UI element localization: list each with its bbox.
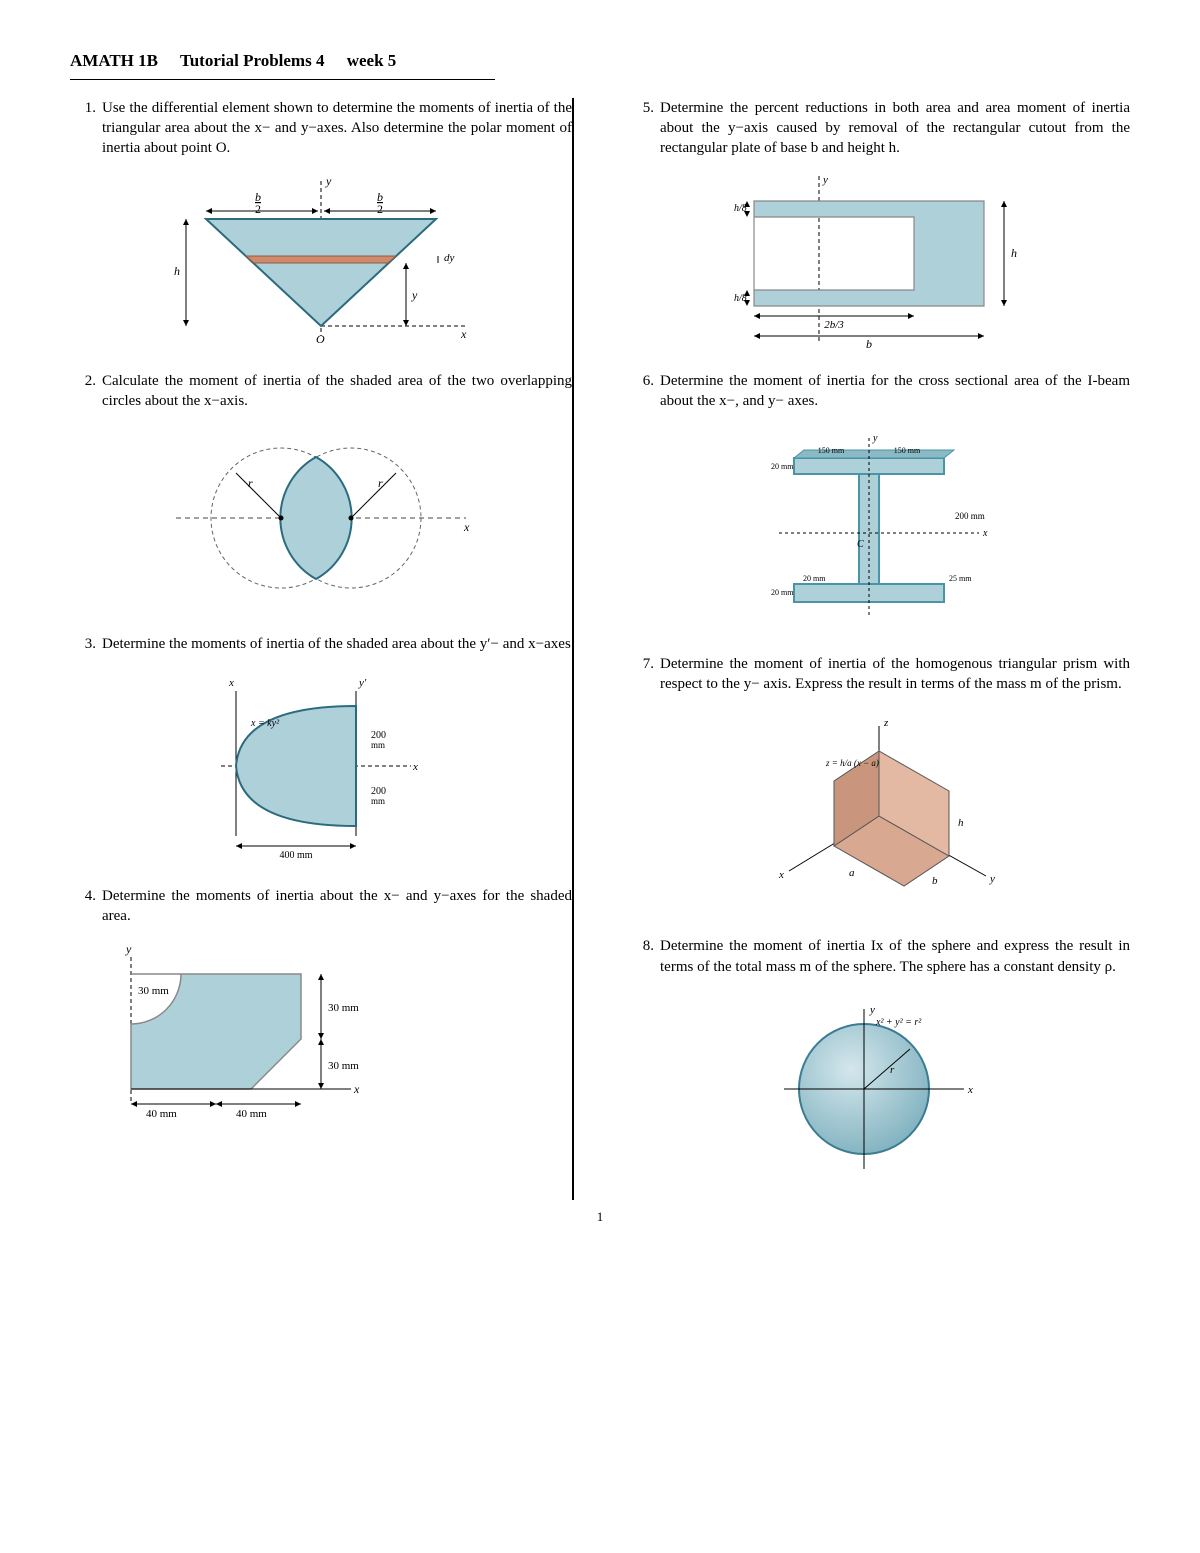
x-label: x [982,528,988,539]
figure-6: y x C 150 mm 150 mm 20 mm 200 mm 20 mm 2… [628,423,1130,639]
b-label: b [866,337,872,351]
dim-fw-right: 150 mm [894,446,921,455]
h-label: h [958,817,964,829]
course-code: AMATH 1B [70,51,158,70]
problem-number: 3. [70,634,102,654]
h-label: h [174,264,180,278]
problem-number: 6. [628,371,660,412]
r-left: r [248,476,253,490]
doc-title: Tutorial Problems 4 [180,51,325,70]
problem-2: 2. Calculate the moment of inertia of th… [70,371,572,412]
svg-text:2: 2 [377,202,383,216]
figure-7: z x y z = h/a (x − a) h a b [628,706,1130,922]
problem-text: Use the differential element shown to de… [102,98,572,159]
problem-text: Determine the moment of inertia of the h… [660,654,1130,695]
problem-text: Determine the moments of inertia of the … [102,634,572,654]
y-label: y [872,433,878,444]
problem-number: 2. [70,371,102,412]
problem-number: 4. [70,886,102,927]
problem-text: Determine the moment of inertia Ix of th… [660,936,1130,977]
svg-text:a: a [849,867,855,879]
svg-text:mm: mm [371,796,385,806]
dy-label: dy [444,252,455,264]
x-label: x [967,1084,973,1096]
problem-7: 7. Determine the moment of inertia of th… [628,654,1130,695]
y-label: y [869,1004,875,1016]
figure-1: y x b 2 b 2 h [70,171,572,357]
problem-number: 1. [70,98,102,159]
centroid-label: C [857,539,864,550]
origin-label: O [316,332,325,346]
width-label: 400 mm [279,850,312,861]
problem-text: Determine the percent reductions in both… [660,98,1130,159]
axis-x-label: x [463,520,470,534]
axis-x-label: x [460,327,467,341]
curve-eq: x = ky² [250,718,280,729]
y-label: y [822,174,828,186]
figure-3: x y′ x x = ky² 200 mm 200 mm 400 mm [70,666,572,872]
svg-text:b: b [932,875,938,887]
y-label: y [411,288,418,302]
radius-label: 30 mm [138,985,169,997]
dim-tfb: 20 mm [771,588,794,597]
dim-fw-left: 150 mm [818,446,845,455]
h-label: h [1011,246,1017,260]
problem-3: 3. Determine the moments of inertia of t… [70,634,572,654]
problem-number: 7. [628,654,660,695]
y-label: y [125,942,132,956]
r-label: r [890,1064,895,1076]
x-axis-label: x [412,761,418,773]
problem-5: 5. Determine the percent reductions in b… [628,98,1130,159]
problem-text: Determine the moments of inertia about t… [102,886,572,927]
problem-4: 4. Determine the moments of inertia abou… [70,886,572,927]
svg-text:2: 2 [255,202,261,216]
twob3-label: 2b/3 [824,319,844,331]
dim-30a: 30 mm [328,1002,359,1014]
problem-number: 5. [628,98,660,159]
axis-y-label: y [325,174,332,188]
dim-40a: 40 mm [146,1108,177,1120]
problem-6: 6. Determine the moment of inertia for t… [628,371,1130,412]
problem-1: 1. Use the differential element shown to… [70,98,572,159]
x-label: x [778,869,784,881]
svg-text:mm: mm [371,740,385,750]
problem-8: 8. Determine the moment of inertia Ix of… [628,936,1130,977]
figure-4: y 30 mm 30 mm 30 mm x 40 mm [96,939,572,1130]
dim-40b: 40 mm [236,1108,267,1120]
dim-30b: 30 mm [328,1060,359,1072]
problem-number: 8. [628,936,660,977]
figure-2: x r r [70,423,572,619]
r-right: r [378,476,383,490]
dim-tft: 20 mm [771,462,794,471]
dim-webw: 20 mm [803,574,826,583]
page-header: AMATH 1B Tutorial Problems 4 week 5 [70,50,1130,73]
figure-5: y h/8 h/8 h 2b/3 b [628,171,1130,357]
week-label: week 5 [347,51,397,70]
dim-flb: 25 mm [949,574,972,583]
page-number: 1 [597,1208,604,1226]
yprime-label: y′ [358,677,367,689]
y-label: y [989,873,995,885]
dim-webh: 200 mm [955,511,985,521]
x-label: x [353,1082,360,1096]
svg-text:x: x [228,677,234,689]
z-label: z [883,717,889,729]
column-divider [572,98,574,1200]
problem-text: Calculate the moment of inertia of the s… [102,371,572,412]
header-rule [70,79,495,80]
sphere-eq: x² + y² = r² [875,1017,922,1028]
problem-text: Determine the moment of inertia for the … [660,371,1130,412]
figure-8: y x r x² + y² = r² [628,989,1130,1185]
prism-eq: z = h/a (x − a) [825,758,879,768]
